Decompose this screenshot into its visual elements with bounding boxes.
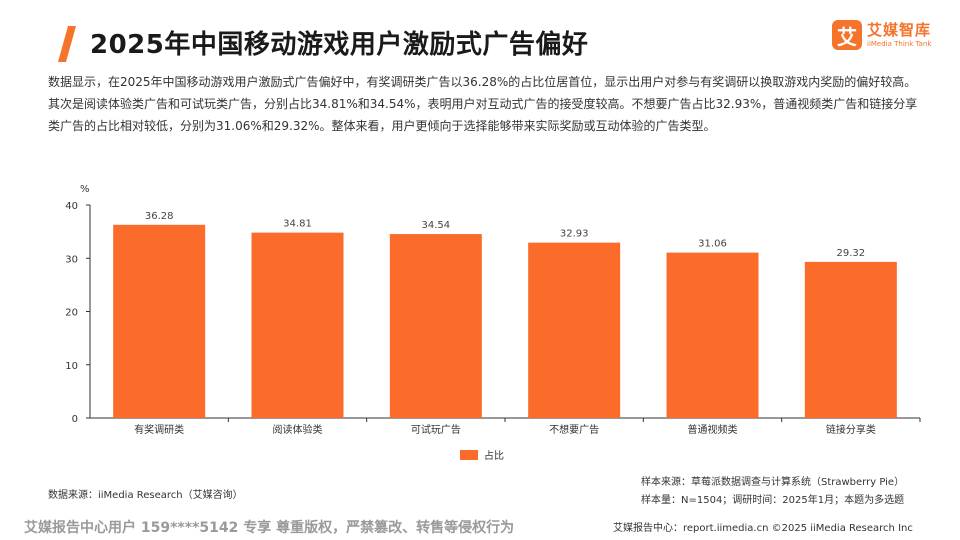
bar — [113, 224, 206, 418]
x-tick-label: 可试玩广告 — [411, 423, 461, 436]
bar-value-label: 36.28 — [145, 211, 174, 222]
watermark-text: 艾媒报告中心用户 159****5142 专享 尊重版权，严禁篡改、转售等侵权行… — [24, 520, 515, 536]
page-title: 2025年中国移动游戏用户激励式广告偏好 — [90, 30, 589, 60]
logo-subtitle: iiMedia Think Tank — [867, 39, 932, 48]
bar — [389, 234, 482, 418]
bar — [666, 252, 759, 418]
bar — [804, 261, 897, 418]
x-tick-label: 阅读体验类 — [273, 423, 323, 436]
bar — [251, 232, 344, 418]
bar-value-label: 34.81 — [283, 219, 312, 230]
y-tick-label: 40 — [65, 201, 78, 212]
title-slash-icon — [58, 26, 76, 62]
y-tick-label: 30 — [65, 254, 78, 265]
y-tick-label: 0 — [72, 414, 78, 425]
x-tick-label: 链接分享类 — [826, 423, 876, 436]
logo-name: 艾媒智库 — [867, 20, 932, 39]
x-tick-label: 有奖调研类 — [134, 423, 184, 436]
bar-value-label: 29.32 — [837, 248, 866, 259]
brand-logo: 艾 艾媒智库 iiMedia Think Tank — [832, 20, 931, 50]
bar — [528, 242, 621, 418]
x-tick-label: 普通视频类 — [688, 423, 738, 436]
chart-legend: 占比 — [460, 447, 504, 462]
y-tick-label: 20 — [65, 308, 78, 319]
bar-value-label: 32.93 — [560, 229, 589, 240]
footer-site: 艾媒报告中心：report.iimedia.cn ©2025 iiMedia R… — [613, 523, 913, 534]
y-tick-label: 10 — [65, 361, 78, 372]
x-tick-label: 不想要广告 — [549, 423, 599, 436]
logo-mark-icon: 艾 — [832, 20, 862, 50]
sample-size: 样本量：N=1504；调研时间：2025年1月；本题为多选题 — [641, 495, 905, 506]
sample-source: 样本来源：草莓派数据调查与计算系统（Strawberry Pie） — [641, 477, 905, 488]
legend-swatch — [460, 449, 478, 460]
description-text: 数据显示，在2025年中国移动游戏用户激励式广告偏好中，有奖调研类广告以36.2… — [48, 75, 918, 133]
bar-value-label: 31.06 — [698, 239, 727, 250]
y-axis-unit: % — [80, 184, 90, 195]
legend-label: 占比 — [484, 451, 504, 462]
bar-value-label: 34.54 — [422, 220, 451, 231]
data-source: 数据来源：iiMedia Research（艾媒咨询） — [48, 490, 243, 501]
